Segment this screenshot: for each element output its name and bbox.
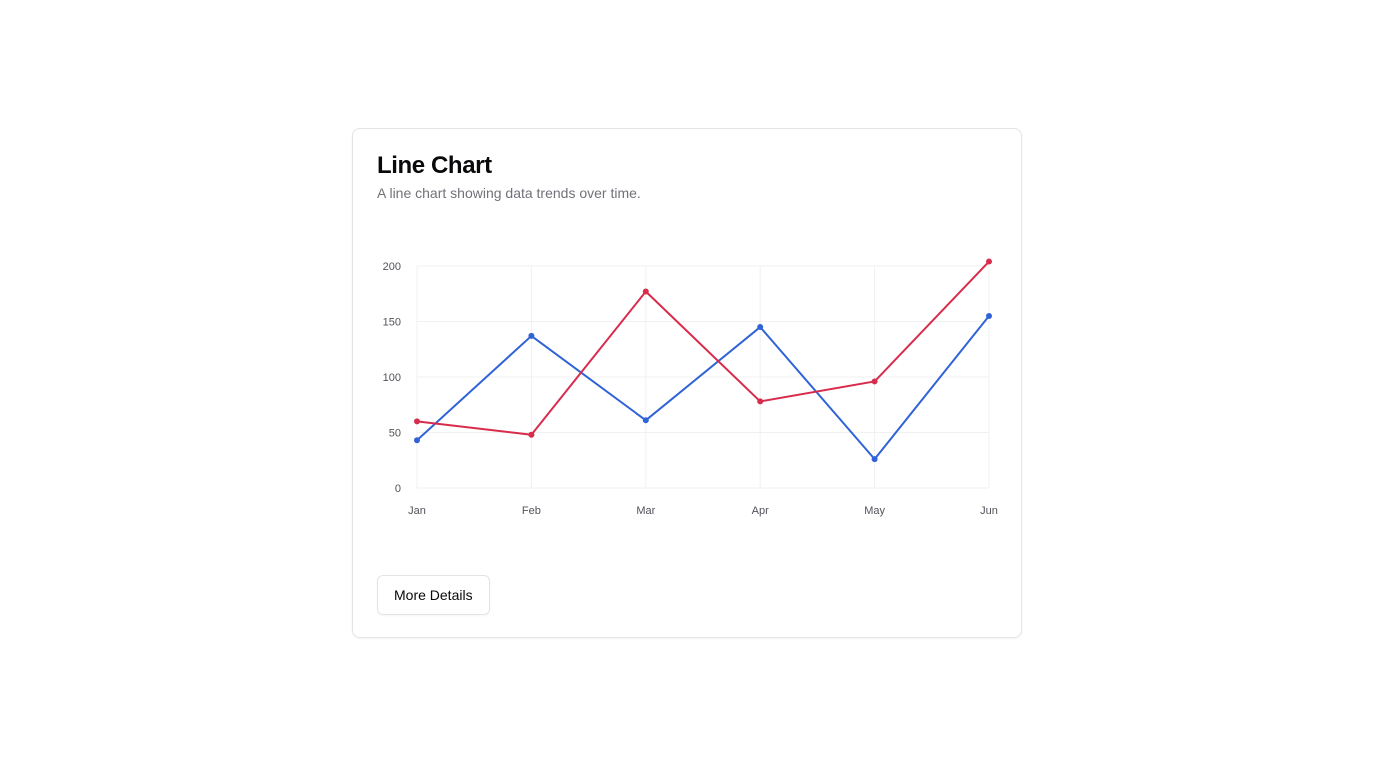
data-point	[642, 288, 649, 295]
series-0	[414, 312, 992, 463]
card-description: A line chart showing data trends over ti…	[377, 185, 641, 201]
x-tick-label: Mar	[636, 505, 655, 517]
y-axis-ticks: 0 50 100 150 200	[383, 261, 401, 495]
series-line	[416, 260, 990, 436]
data-point	[414, 437, 420, 444]
y-tick-label: 100	[383, 372, 401, 384]
chart-grid	[416, 265, 990, 489]
data-point	[986, 312, 992, 319]
line-chart: 0 50 100 150 200 Jan Feb Mar Apr May Jun	[383, 258, 998, 517]
data-point	[528, 431, 535, 438]
data-point	[757, 324, 764, 331]
data-point	[414, 418, 420, 425]
x-tick-label: Apr	[752, 505, 769, 517]
card-title: Line Chart	[377, 152, 492, 179]
chart-card: Line Chart A line chart showing data tre…	[352, 128, 1022, 638]
data-point	[871, 378, 878, 385]
data-point	[986, 258, 992, 265]
data-point	[642, 417, 649, 424]
series-line	[416, 314, 990, 461]
y-tick-label: 50	[389, 428, 401, 440]
data-point	[528, 332, 535, 339]
x-tick-label: May	[864, 505, 885, 517]
x-tick-label: Jun	[980, 505, 998, 517]
series-1	[414, 258, 992, 438]
x-tick-label: Jan	[408, 505, 426, 517]
y-tick-label: 150	[383, 317, 401, 329]
chart-series	[414, 258, 992, 463]
x-axis-ticks: Jan Feb Mar Apr May Jun	[408, 505, 998, 517]
x-tick-label: Feb	[522, 505, 541, 517]
more-details-button[interactable]: More Details	[377, 575, 490, 615]
data-point	[871, 456, 878, 463]
y-tick-label: 0	[395, 483, 401, 495]
y-tick-label: 200	[383, 261, 401, 273]
data-point	[757, 398, 764, 405]
